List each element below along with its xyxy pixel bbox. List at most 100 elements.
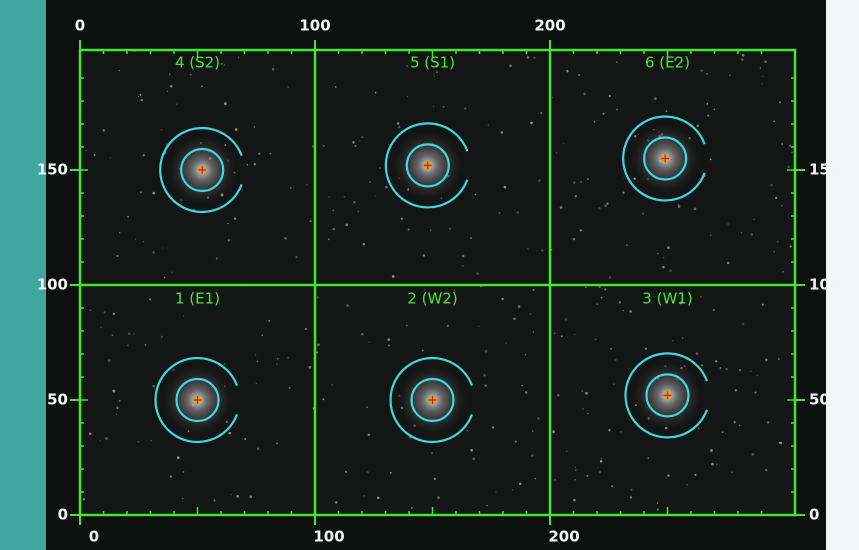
noise-dot: [530, 313, 532, 315]
noise-dot: [94, 154, 96, 156]
noise-dot: [431, 452, 433, 454]
noise-dot: [499, 212, 501, 214]
noise-dot: [509, 65, 512, 68]
panel-label: 1 (E1): [175, 290, 220, 308]
noise-dot: [116, 407, 118, 409]
noise-dot: [554, 479, 556, 481]
noise-dot: [224, 102, 227, 105]
noise-dot: [113, 390, 116, 393]
noise-dot: [517, 211, 519, 213]
noise-dot: [100, 326, 102, 328]
noise-dot: [357, 211, 359, 213]
noise-dot: [606, 203, 608, 205]
noise-dot: [369, 181, 371, 183]
noise-dot: [289, 387, 291, 389]
noise-dot: [713, 309, 714, 310]
noise-dot: [707, 115, 709, 117]
noise-dot: [345, 471, 347, 473]
noise-dot: [221, 63, 223, 65]
noise-dot: [633, 177, 635, 179]
noise-dot: [686, 484, 688, 486]
noise-dot: [613, 383, 614, 384]
noise-dot: [331, 384, 333, 386]
noise-dot: [119, 232, 120, 233]
noise-dot: [407, 96, 408, 97]
noise-dot: [624, 177, 625, 178]
noise-dot: [741, 232, 743, 234]
noise-dot: [140, 191, 142, 193]
noise-dot: [388, 344, 390, 346]
noise-dot: [678, 204, 679, 205]
noise-dot: [316, 351, 318, 353]
noise-dot: [787, 166, 790, 169]
noise-dot: [287, 86, 289, 88]
noise-dot: [608, 429, 610, 431]
noise-dot: [525, 354, 526, 355]
noise-dot: [377, 497, 380, 500]
noise-dot: [254, 126, 256, 128]
noise-dot: [751, 453, 754, 456]
noise-dot: [103, 129, 105, 131]
noise-dot: [583, 93, 586, 96]
noise-dot: [449, 227, 451, 229]
noise-dot: [369, 341, 370, 342]
noise-dot: [152, 251, 154, 253]
noise-dot: [667, 474, 670, 477]
noise-dot: [308, 366, 311, 369]
noise-dot: [701, 364, 703, 366]
noise-dot: [162, 247, 163, 248]
noise-dot: [127, 216, 129, 218]
noise-dot: [135, 238, 136, 239]
noise-dot: [470, 237, 472, 239]
noise-dot: [700, 296, 701, 297]
noise-dot: [777, 241, 779, 243]
noise-dot: [731, 471, 733, 473]
noise-dot: [751, 233, 753, 235]
noise-dot: [228, 432, 231, 435]
noise-dot: [379, 167, 381, 169]
noise-dot: [722, 431, 724, 433]
noise-dot: [620, 431, 621, 432]
noise-dot: [662, 266, 664, 268]
noise-dot: [328, 238, 330, 240]
noise-dot: [488, 124, 490, 126]
right-tick-label: 100: [809, 276, 840, 294]
noise-dot: [177, 456, 180, 459]
noise-dot: [595, 339, 597, 341]
noise-dot: [727, 223, 729, 225]
bottom-tick-label: 200: [548, 528, 579, 546]
noise-dot: [663, 257, 664, 258]
noise-dot: [601, 458, 602, 459]
noise-dot: [597, 467, 598, 468]
noise-dot: [104, 311, 106, 313]
noise-dot: [236, 495, 239, 498]
noise-dot: [228, 239, 230, 241]
noise-dot: [483, 374, 486, 377]
noise-dot: [100, 440, 101, 441]
noise-dot: [90, 310, 91, 311]
noise-dot: [422, 349, 424, 351]
noise-dot: [680, 360, 681, 361]
noise-dot: [616, 61, 618, 63]
noise-dot: [586, 475, 588, 477]
noise-dot: [530, 122, 533, 125]
left-tick-label: 100: [37, 276, 68, 294]
noise-dot: [609, 276, 611, 278]
noise-dot: [761, 83, 762, 84]
noise-dot: [257, 361, 258, 362]
noise-dot: [164, 277, 165, 278]
image-viewer: 010020001002000501001500501001504 (S2)5 …: [0, 0, 859, 550]
noise-dot: [295, 256, 297, 258]
noise-dot: [255, 354, 256, 355]
noise-dot: [462, 265, 464, 267]
noise-dot: [587, 178, 589, 180]
noise-dot: [392, 275, 395, 278]
noise-dot: [727, 262, 730, 265]
noise-dot: [594, 121, 595, 122]
noise-dot: [406, 65, 408, 67]
noise-dot: [270, 153, 272, 155]
noise-dot: [224, 363, 226, 365]
left-tick-label: 150: [37, 161, 68, 179]
noise-dot: [629, 310, 631, 312]
noise-dot: [531, 454, 534, 457]
